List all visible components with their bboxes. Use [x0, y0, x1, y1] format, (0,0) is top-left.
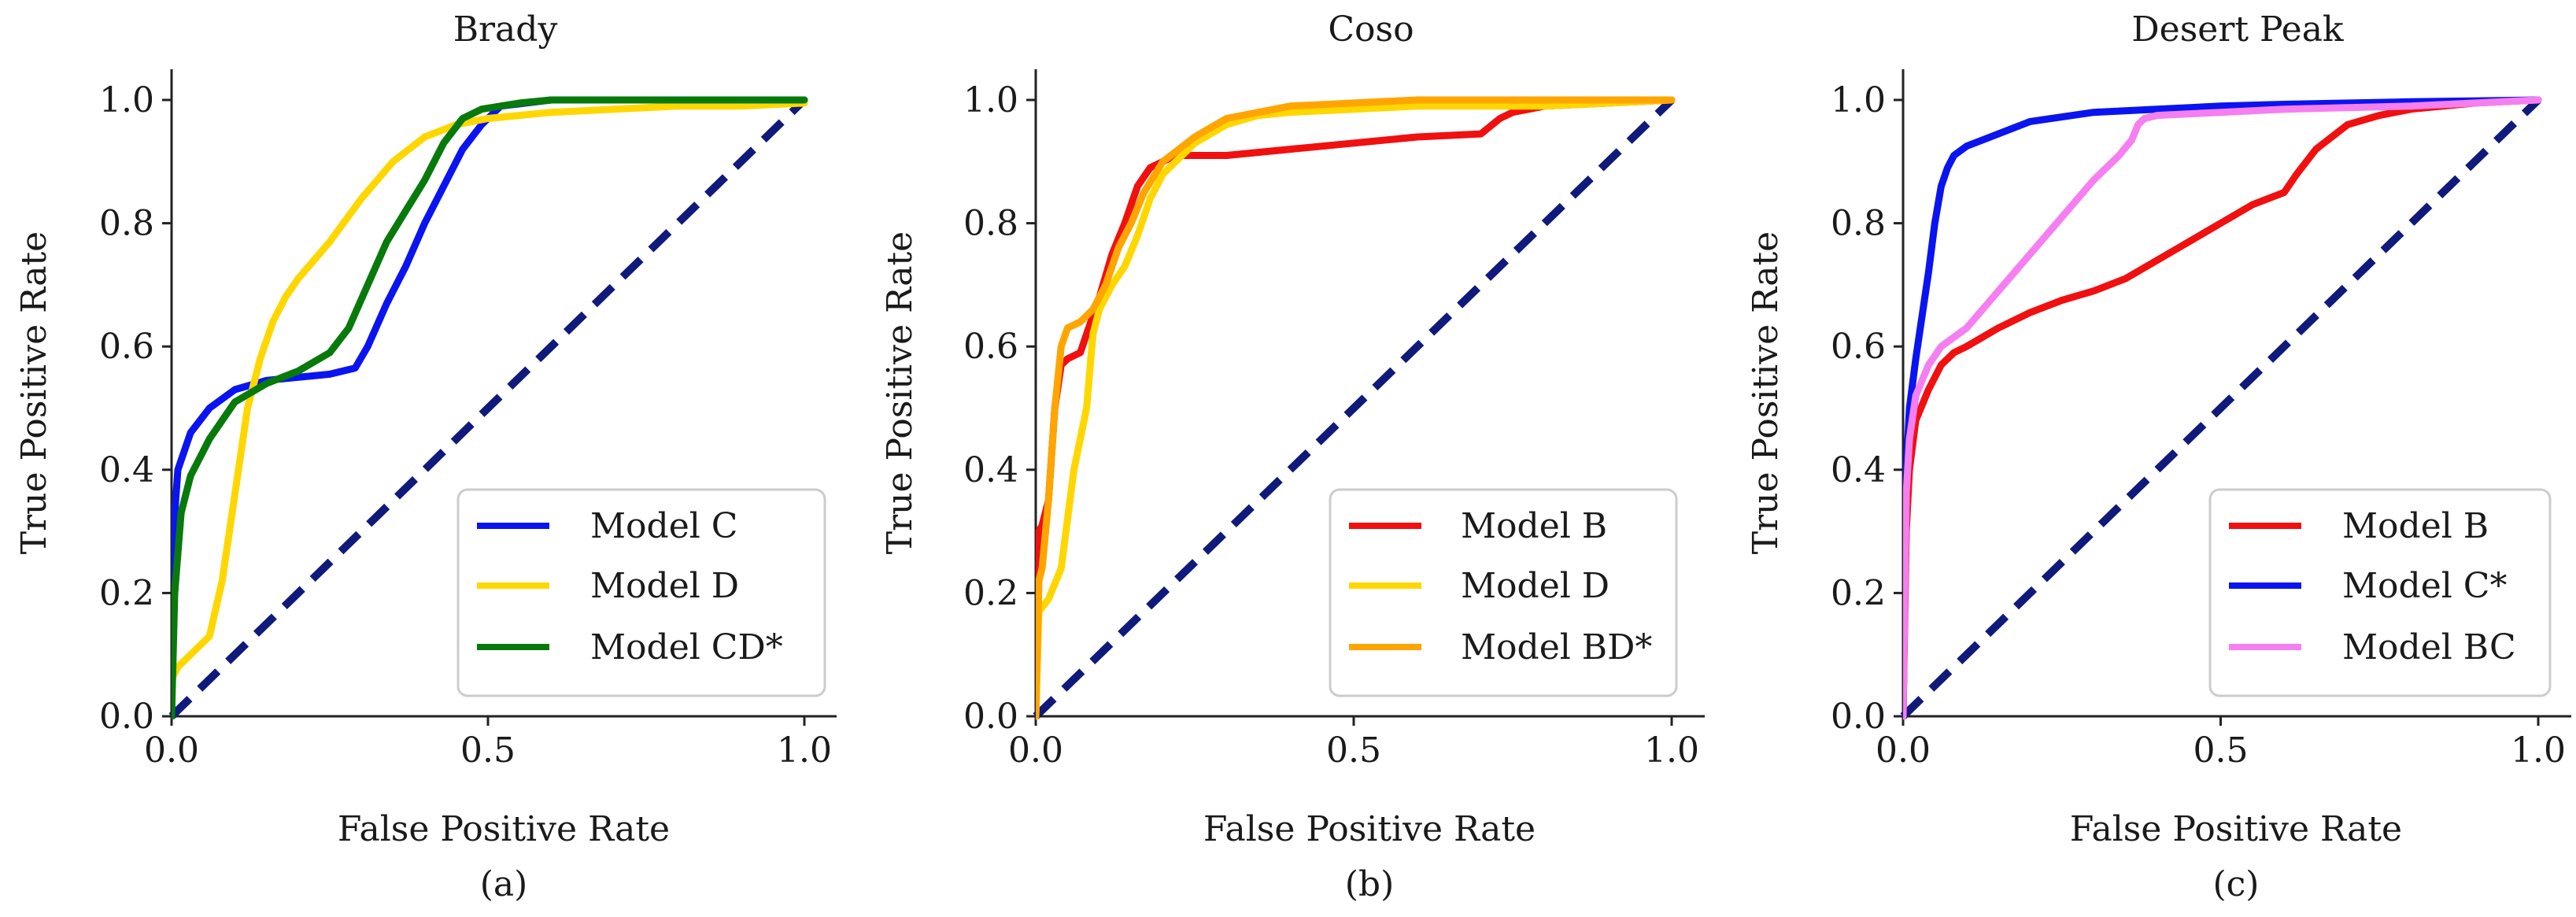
y-tick-label: 1.0: [99, 80, 154, 120]
legend-label-model-c: Model C*: [2342, 566, 2507, 606]
y-tick-label: 0.6: [963, 327, 1018, 367]
x-tick-label: 0.0: [144, 730, 199, 771]
y-axis-label: True Positive Rate: [1746, 231, 1786, 554]
x-axis-label: False Positive Rate: [1203, 809, 1536, 849]
y-tick-label: 0.4: [99, 450, 154, 490]
series-line-model-bd: [1036, 96, 1676, 720]
panel-coso: Coso 0.0 0.2 0.4 0.6 0.8 1.0 0.0 0.5 1.0 True P…: [880, 9, 1705, 904]
chance-diagonal: [1900, 97, 2541, 719]
x-tick-label: 1.0: [777, 730, 832, 771]
legend-label-model-bc: Model BC: [2342, 627, 2516, 667]
y-tick-label: 0.2: [1831, 573, 1886, 613]
x-tick-label: 1.0: [2511, 730, 2566, 771]
x-axis-label: False Positive Rate: [338, 809, 670, 849]
legend-box: [456, 488, 826, 697]
x-tick-label: 0.0: [1008, 730, 1063, 771]
x-axis-label: False Positive Rate: [2070, 809, 2402, 849]
legend-label-model-c: Model C: [590, 506, 737, 546]
series-line-model-b: [1903, 96, 2542, 720]
y-tick-label: 0.0: [99, 697, 154, 737]
legend-label-model-d: Model D: [1461, 566, 1610, 606]
panel-caption: (a): [480, 864, 528, 904]
series-line-model-cd: [172, 96, 808, 720]
y-tick-label: 0.8: [99, 204, 154, 244]
panel-caption: (c): [2213, 864, 2260, 904]
legend-label-model-b: Model B: [2342, 506, 2489, 546]
legend-label-model-cd: Model CD*: [590, 627, 783, 667]
y-axis: 0.0 0.2 0.4 0.6 0.8 1.0: [1831, 69, 1905, 737]
y-tick-label: 1.0: [963, 80, 1018, 120]
series-line-model-d: [172, 99, 808, 683]
series-line-model-d: [1036, 96, 1676, 720]
series-line-model-c: [1903, 96, 2542, 720]
x-tick-label: 0.5: [2193, 730, 2249, 771]
series-line-model-bc: [1903, 96, 2542, 720]
legend: Model C Model D Model CD*: [456, 488, 826, 697]
panel-desert-peak: Desert Peak 0.0 0.2 0.4 0.6 0.8 1.0 0.0 0.5 1.0…: [1746, 9, 2571, 904]
y-axis: 0.0 0.2 0.4 0.6 0.8 1.0: [99, 69, 173, 737]
x-axis: 0.0 0.5 1.0: [1008, 715, 1705, 771]
y-tick-label: 0.2: [99, 573, 154, 613]
legend: Model B Model C* Model BC: [2208, 488, 2552, 697]
x-axis: 0.0 0.5 1.0: [1876, 715, 2571, 771]
legend-label-model-b: Model B: [1461, 506, 1607, 546]
y-axis-label: True Positive Rate: [880, 231, 920, 554]
chart-title: Coso: [1328, 9, 1414, 50]
panel-brady: Brady 0.0 0.2 0.4 0.6 0.8 1.0 0.0 0.5 1.0 True …: [14, 9, 837, 904]
y-axis-label: True Positive Rate: [14, 231, 54, 554]
y-tick-label: 0.6: [99, 327, 154, 367]
y-tick-label: 0.2: [963, 573, 1018, 613]
chance-diagonal: [168, 97, 808, 719]
y-tick-label: 0.4: [1831, 450, 1886, 490]
y-axis: 0.0 0.2 0.4 0.6 0.8 1.0: [963, 69, 1037, 737]
y-tick-label: 0.0: [963, 697, 1018, 737]
x-tick-label: 0.5: [1326, 730, 1381, 771]
x-tick-label: 1.0: [1644, 730, 1699, 771]
y-tick-label: 0.8: [963, 204, 1018, 244]
y-tick-label: 0.8: [1831, 204, 1886, 244]
y-tick-label: 0.0: [1831, 697, 1886, 737]
x-tick-label: 0.5: [460, 730, 516, 771]
y-tick-label: 0.6: [1831, 327, 1886, 367]
x-axis: 0.0 0.5 1.0: [144, 715, 837, 771]
panel-caption: (b): [1345, 864, 1395, 904]
chart-title: Desert Peak: [2131, 9, 2344, 50]
legend: Model B Model D Model BD*: [1329, 488, 1678, 697]
x-tick-label: 0.0: [1876, 730, 1931, 771]
y-tick-label: 0.4: [963, 450, 1018, 490]
chart-title: Brady: [453, 9, 558, 50]
legend-label-model-d: Model D: [590, 566, 739, 606]
legend-label-model-bd: Model BD*: [1461, 627, 1652, 667]
chance-diagonal: [1033, 97, 1675, 719]
y-tick-label: 1.0: [1831, 80, 1886, 120]
